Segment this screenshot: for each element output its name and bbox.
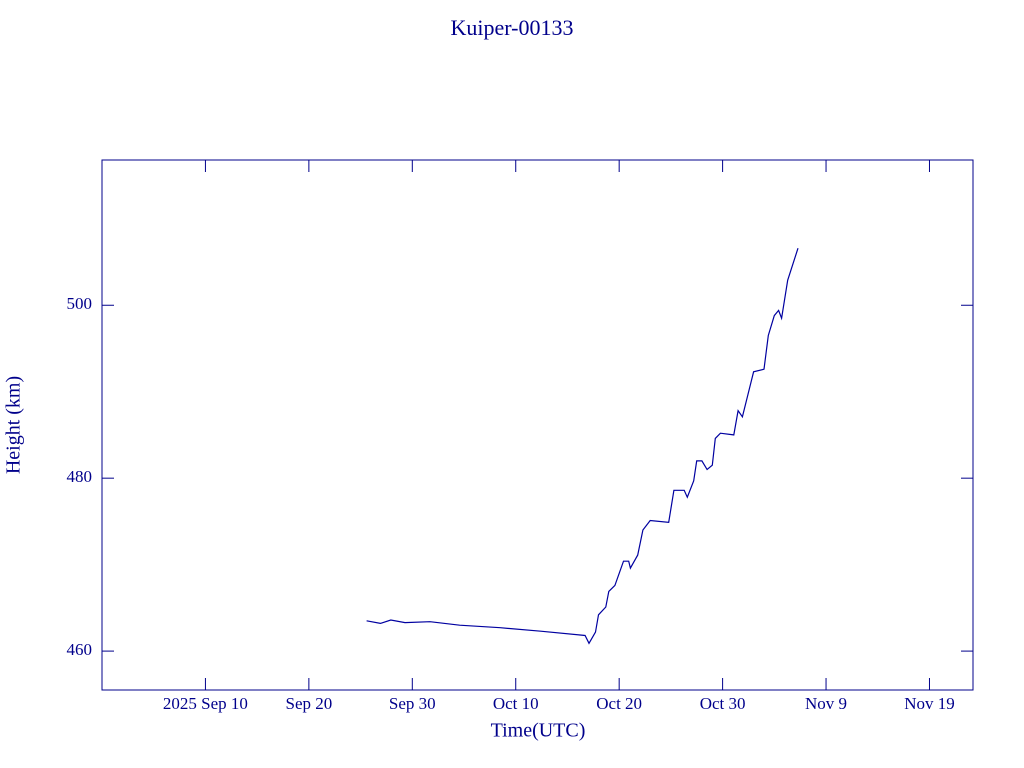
y-axis-label: Height (km) [3,376,25,474]
x-tick-label: Sep 20 [285,694,332,713]
y-tick-label: 480 [67,467,93,486]
x-axis-label: Time(UTC) [491,720,586,742]
x-tick-label: Oct 30 [700,694,746,713]
chart-title: Kuiper-00133 [451,15,574,40]
x-tick-label: 2025 Sep 10 [163,694,248,713]
x-tick-label: Sep 30 [389,694,436,713]
x-tick-label: Nov 19 [904,694,955,713]
y-tick-label: 460 [67,640,93,659]
y-tick-label: 500 [67,294,93,313]
data-line [366,248,799,645]
plot-frame [101,159,974,691]
x-tick-label: Oct 10 [493,694,539,713]
x-tick-label: Oct 20 [596,694,642,713]
x-tick-label: Nov 9 [805,694,847,713]
